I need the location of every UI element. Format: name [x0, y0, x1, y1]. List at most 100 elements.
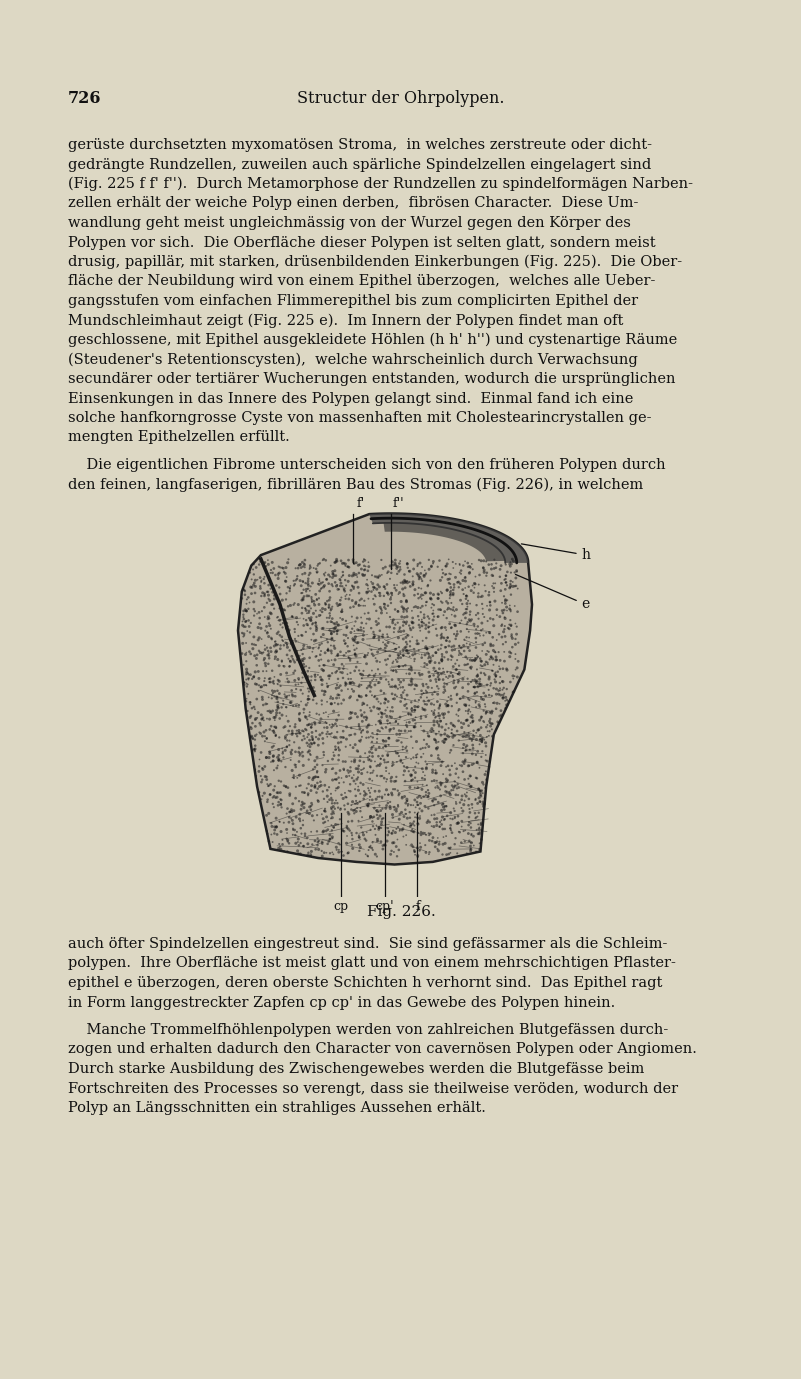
Point [433, 583, 445, 605]
Point [386, 696, 399, 718]
Point [418, 768, 431, 790]
Point [272, 605, 284, 627]
Point [316, 571, 329, 593]
Point [445, 718, 458, 741]
Point [445, 644, 457, 666]
Point [247, 728, 260, 750]
Point [330, 687, 343, 709]
Point [505, 643, 517, 665]
Point [385, 582, 398, 604]
Point [437, 563, 449, 585]
Point [289, 756, 302, 778]
Point [326, 769, 339, 792]
Point [421, 687, 433, 709]
Point [435, 625, 448, 647]
Point [289, 685, 302, 707]
Point [359, 594, 372, 616]
Point [391, 729, 404, 752]
Point [264, 641, 277, 663]
Point [252, 680, 265, 702]
Point [409, 690, 421, 712]
Point [436, 643, 449, 665]
Point [498, 615, 511, 637]
Point [328, 571, 341, 593]
Point [453, 688, 466, 710]
Point [317, 549, 330, 571]
Point [473, 818, 485, 840]
Point [288, 651, 301, 673]
Point [474, 785, 487, 807]
Point [438, 808, 451, 830]
Point [473, 667, 486, 690]
Point [312, 832, 324, 854]
Point [288, 819, 301, 841]
Point [420, 680, 433, 702]
Point [294, 553, 307, 575]
Point [429, 618, 442, 640]
Point [305, 734, 318, 756]
Point [470, 658, 483, 680]
Point [253, 612, 266, 634]
Point [446, 552, 459, 574]
Point [373, 786, 386, 808]
Point [489, 663, 501, 685]
Point [315, 707, 328, 729]
Point [428, 794, 441, 816]
Point [426, 758, 439, 781]
Point [400, 739, 413, 761]
Point [249, 758, 262, 781]
Point [283, 833, 296, 855]
Point [485, 701, 498, 723]
Point [296, 745, 309, 767]
Point [440, 641, 453, 663]
Point [309, 663, 322, 685]
Point [325, 819, 338, 841]
Point [445, 650, 457, 672]
Point [451, 774, 464, 796]
Point [364, 782, 376, 804]
Point [475, 673, 488, 695]
Point [475, 746, 488, 768]
Point [272, 792, 285, 814]
Point [376, 834, 389, 856]
Point [385, 822, 398, 844]
Point [264, 558, 277, 581]
Text: Fig. 226.: Fig. 226. [367, 905, 436, 918]
Point [244, 561, 256, 583]
Point [388, 576, 401, 598]
Point [432, 792, 445, 814]
Point [324, 554, 337, 576]
Point [307, 637, 320, 659]
Point [354, 772, 367, 794]
Point [446, 666, 459, 688]
Point [371, 830, 384, 852]
Point [439, 636, 452, 658]
Point [381, 582, 394, 604]
Point [305, 840, 318, 862]
Point [474, 792, 487, 814]
Point [352, 809, 365, 832]
Point [441, 781, 453, 803]
Point [244, 663, 257, 685]
Point [244, 694, 257, 716]
Point [408, 716, 421, 738]
Point [253, 627, 266, 650]
Point [368, 625, 381, 647]
Point [420, 785, 433, 807]
Point [345, 834, 358, 856]
Point [275, 793, 288, 815]
Point [504, 572, 517, 594]
Point [362, 587, 375, 610]
Point [493, 683, 505, 705]
Point [446, 645, 459, 667]
Point [260, 592, 273, 614]
Point [396, 739, 409, 761]
Point [433, 778, 446, 800]
Point [280, 776, 292, 798]
Point [464, 601, 477, 623]
Point [474, 650, 487, 672]
Point [340, 610, 352, 632]
Point [404, 801, 417, 823]
Point [458, 768, 471, 790]
Point [264, 783, 276, 805]
